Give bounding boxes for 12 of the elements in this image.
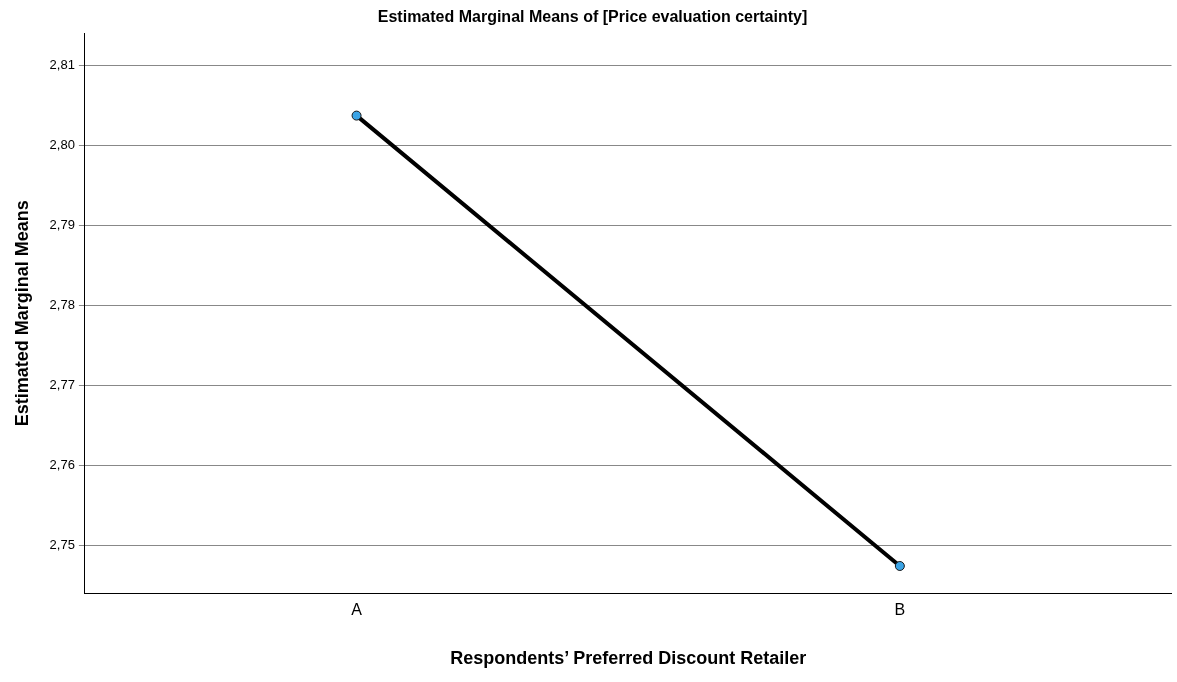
- y-tick-label: 2,80: [49, 136, 75, 152]
- x-tick-label: A: [351, 601, 363, 619]
- y-tick-label: 2,75: [49, 536, 75, 552]
- y-tick-label: 2,78: [49, 296, 75, 312]
- y-tick-label: 2,81: [49, 56, 75, 72]
- chart-title: Estimated Marginal Means of [Price evaluation certainty]: [377, 8, 808, 26]
- x-tick-label: B: [894, 601, 906, 619]
- y-tick-label: 2,79: [49, 216, 75, 232]
- y-tick-label: 2,77: [49, 376, 75, 392]
- y-tick-label: 2,76: [49, 456, 75, 472]
- y-axis-title: Estimated Marginal Means: [11, 200, 32, 427]
- x-axis-title: Respondents’ Preferred Discount Retailer: [450, 648, 807, 669]
